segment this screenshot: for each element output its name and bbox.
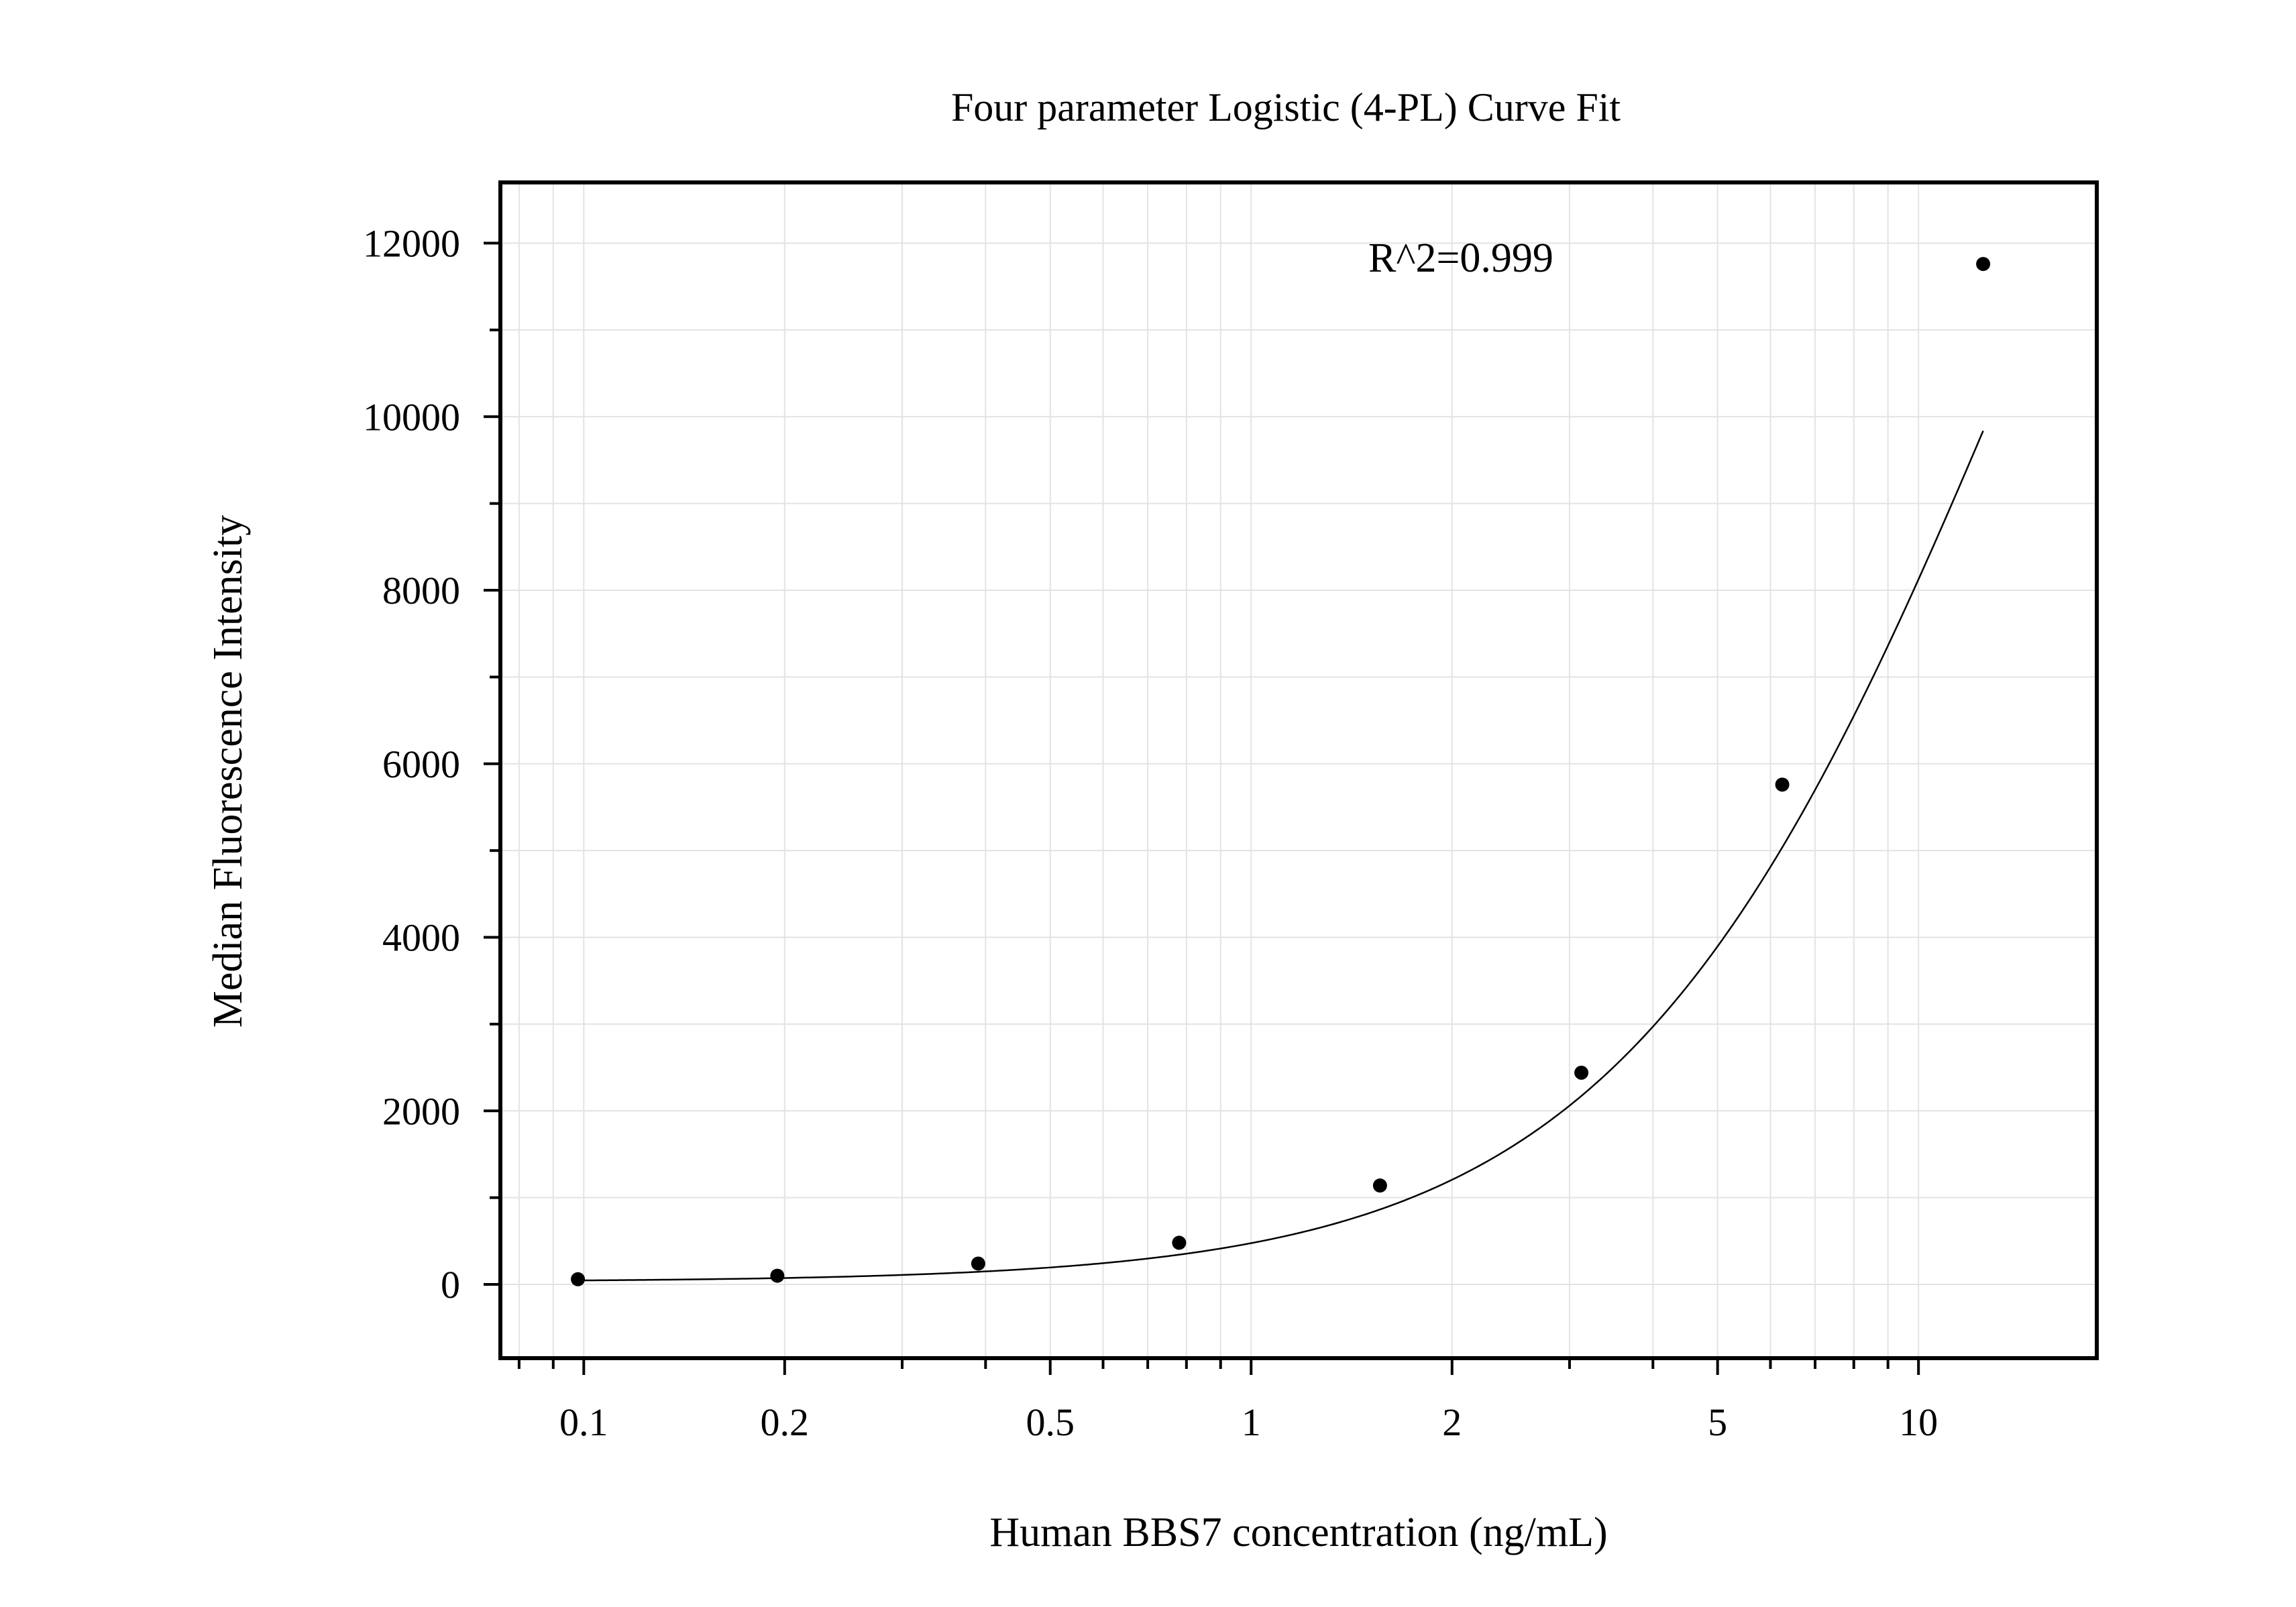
data-point (1775, 777, 1790, 792)
x-tick-label: 0.1 (559, 1400, 608, 1444)
chart-title: Four parameter Logistic (4-PL) Curve Fit (951, 85, 1621, 129)
y-tick-label: 8000 (382, 569, 460, 612)
data-point (1574, 1065, 1589, 1080)
x-tick-label: 0.2 (761, 1400, 810, 1444)
data-point (1976, 257, 1991, 272)
y-tick-label: 2000 (382, 1089, 460, 1133)
data-point-layer (571, 257, 1991, 1286)
grid-layer (500, 182, 2097, 1358)
y-tick-labels: 0 2000 4000 6000 8000 10000 12000 (363, 222, 460, 1307)
y-tick-label: 6000 (382, 742, 460, 786)
x-tick-labels: 0.1 0.2 0.5 1 2 5 10 (559, 1400, 1938, 1444)
x-axis-label: Human BBS7 concentration (ng/mL) (989, 1510, 1607, 1555)
tick-layer (484, 241, 1920, 1375)
data-point (1372, 1178, 1387, 1193)
fit-curve (578, 430, 1984, 1282)
y-tick-label: 4000 (382, 916, 460, 960)
x-tick-label: 2 (1442, 1400, 1462, 1444)
x-tick-label: 1 (1242, 1400, 1261, 1444)
y-tick-label: 12000 (363, 222, 460, 266)
y-tick-label: 0 (441, 1263, 460, 1307)
x-tick-label: 5 (1708, 1400, 1727, 1444)
r-squared-annotation: R^2=0.999 (1368, 235, 1553, 281)
data-point (770, 1268, 785, 1283)
x-tick-label: 0.5 (1026, 1400, 1075, 1444)
data-point (971, 1256, 985, 1271)
data-point (1172, 1235, 1187, 1250)
data-point (571, 1272, 586, 1286)
fit-curve-layer (578, 430, 1984, 1282)
x-tick-label: 10 (1899, 1400, 1938, 1444)
y-axis-label: Median Fluorescence Intensity (205, 515, 251, 1028)
plot-frame (498, 180, 2099, 1360)
y-tick-label: 10000 (363, 395, 460, 439)
